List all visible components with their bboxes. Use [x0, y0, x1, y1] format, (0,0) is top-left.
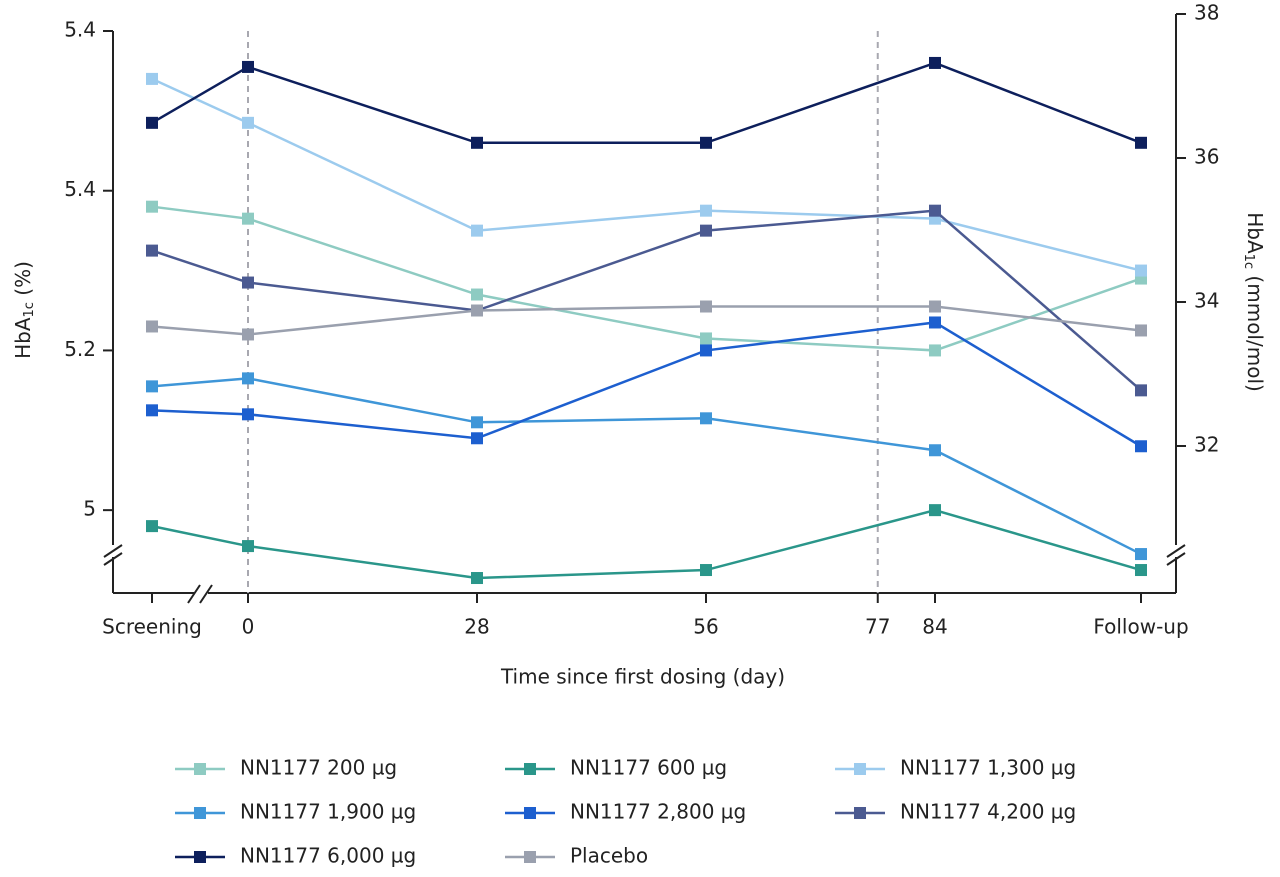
point: [471, 136, 483, 149]
point: [471, 288, 483, 301]
point: [242, 408, 254, 421]
x-tick-label: 28: [464, 615, 489, 639]
legend-marker: [524, 851, 536, 863]
y-tick-label: 5: [83, 497, 96, 521]
x-tick-label: 77: [865, 615, 890, 639]
point: [471, 224, 483, 237]
point: [471, 416, 483, 429]
y2-tick-label: 34: [1194, 289, 1219, 313]
x-tick-label: 84: [922, 615, 947, 639]
point: [1135, 440, 1147, 453]
legend-label: Placebo: [570, 844, 648, 868]
legend-label: NN1177 6,000 µg: [240, 844, 416, 868]
legend-marker: [524, 807, 536, 819]
series-line: [151, 305, 1142, 336]
point: [700, 332, 712, 345]
legend-marker: [854, 807, 866, 819]
legend-label: NN1177 1,300 µg: [900, 756, 1076, 780]
point: [700, 300, 712, 313]
point: [700, 224, 712, 237]
point: [929, 444, 941, 457]
point: [929, 300, 941, 313]
point: [146, 116, 158, 129]
point: [471, 432, 483, 445]
legend-marker: [524, 763, 536, 775]
point: [242, 212, 254, 225]
point: [1135, 324, 1147, 337]
point: [146, 520, 158, 533]
series-line: [151, 377, 1142, 556]
series-line: [151, 61, 1142, 145]
series-line: [151, 77, 1142, 272]
series-line: [151, 508, 1142, 580]
x-tick-label: Screening: [102, 615, 202, 639]
y-axis-label: HbA1c (%): [11, 261, 37, 359]
point: [242, 116, 254, 129]
x-tick-label: 0: [242, 615, 255, 639]
point: [242, 372, 254, 385]
point: [929, 344, 941, 357]
legend-label: NN1177 1,900 µg: [240, 800, 416, 824]
point: [1135, 564, 1147, 577]
point: [929, 56, 941, 69]
legend-label: NN1177 200 µg: [240, 756, 397, 780]
point: [146, 72, 158, 85]
point: [929, 504, 941, 517]
axis-breaks: [103, 544, 1186, 604]
y-tick-label: 5.4: [64, 177, 96, 201]
point: [700, 204, 712, 217]
legend-marker: [194, 763, 206, 775]
point: [242, 60, 254, 73]
series-line: [151, 321, 1142, 448]
legend-marker: [194, 807, 206, 819]
point: [929, 316, 941, 329]
point: [242, 540, 254, 553]
point: [1135, 136, 1147, 149]
series-line: [151, 205, 1142, 352]
point: [146, 320, 158, 333]
point: [146, 200, 158, 213]
point: [700, 344, 712, 357]
point: [146, 404, 158, 417]
point: [929, 204, 941, 217]
x-tick-label: 56: [693, 615, 718, 639]
point: [471, 304, 483, 317]
y2-axis-label: HbA1c (mmol/mol): [1242, 212, 1268, 392]
y-tick-label: 5.4: [64, 18, 96, 42]
point: [1135, 264, 1147, 277]
legend-label: NN1177 4,200 µg: [900, 800, 1076, 824]
point: [146, 380, 158, 393]
y2-tick-label: 32: [1194, 433, 1219, 457]
point: [471, 572, 483, 585]
legend-label: NN1177 2,800 µg: [570, 800, 746, 824]
legend-marker: [194, 851, 206, 863]
point: [242, 276, 254, 289]
point: [146, 244, 158, 257]
x-axis-label: Time since first dosing (day): [500, 665, 785, 689]
y2-tick-label: 36: [1194, 145, 1219, 169]
legend-label: NN1177 600 µg: [570, 756, 727, 780]
x-tick-label: Follow-up: [1093, 615, 1188, 639]
point: [700, 564, 712, 577]
point: [700, 412, 712, 425]
y2-tick-label: 38: [1194, 1, 1219, 25]
y-tick-label: 5.2: [64, 337, 96, 361]
point: [242, 328, 254, 341]
point: [700, 136, 712, 149]
point: [1135, 548, 1147, 561]
legend-marker: [854, 763, 866, 775]
series-line: [151, 209, 1142, 392]
point: [1135, 384, 1147, 397]
